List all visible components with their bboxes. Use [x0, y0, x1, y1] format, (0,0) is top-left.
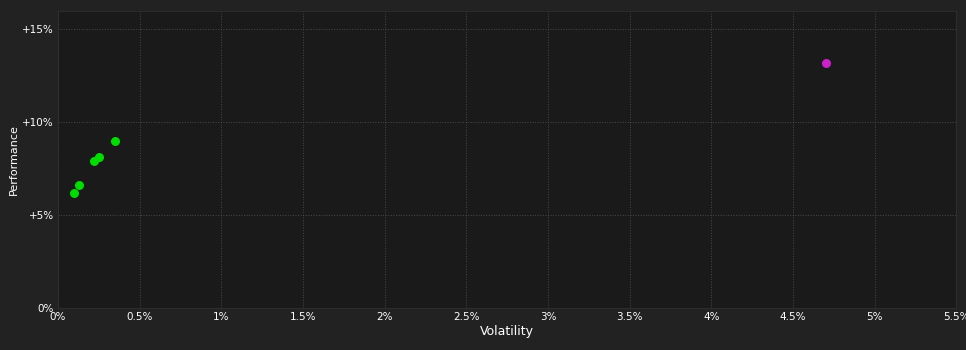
- Point: [91, 155, 106, 160]
- Point: [71, 182, 87, 188]
- Point: [86, 158, 101, 164]
- X-axis label: Volatility: Volatility: [480, 325, 534, 338]
- Y-axis label: Performance: Performance: [10, 124, 19, 195]
- Point: [107, 138, 123, 144]
- Point: [818, 60, 834, 65]
- Point: [67, 190, 82, 196]
